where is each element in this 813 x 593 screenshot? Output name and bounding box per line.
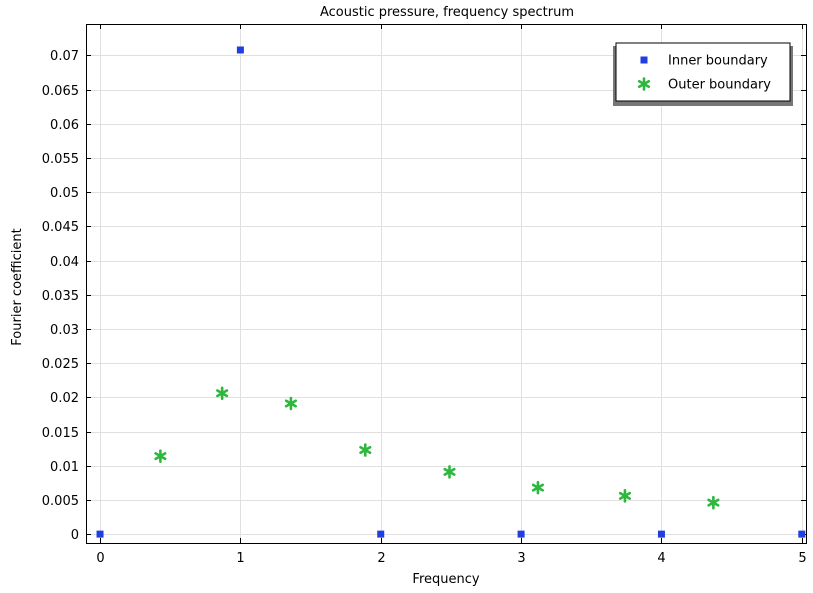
data-series <box>96 46 806 538</box>
y-tick-label: 0 <box>71 528 79 543</box>
y-tick-label: 0.02 <box>50 391 79 406</box>
chart-title: Acoustic pressure, frequency spectrum <box>320 5 574 20</box>
y-axis-tick-labels: 0 0.005 0.01 0.015 0.02 0.025 0.03 0.035 0.04 0.0… <box>42 49 79 543</box>
plot-area <box>86 24 807 544</box>
legend-label: Outer boundary <box>668 78 771 93</box>
x-tick-label: 3 <box>517 551 525 566</box>
legend-label: Inner boundary <box>668 54 768 69</box>
x-tick-label: 5 <box>798 551 806 566</box>
data-point <box>154 449 167 463</box>
y-axis-title: Fourier coefficient <box>10 228 25 345</box>
series-outer-boundary <box>154 386 720 510</box>
data-point <box>798 530 806 538</box>
y-tick-label: 0.07 <box>50 49 79 64</box>
series-inner-boundary <box>96 46 806 538</box>
data-point <box>216 386 229 401</box>
x-axis-title: Frequency <box>412 572 479 587</box>
data-point <box>284 396 297 411</box>
x-tick-label: 0 <box>96 551 104 566</box>
legend-box <box>615 42 791 102</box>
data-point <box>377 530 385 538</box>
y-tick-label: 0.05 <box>50 186 79 201</box>
data-point <box>657 530 665 538</box>
legend-marker <box>640 56 648 64</box>
y-tick-label: 0.03 <box>50 323 79 338</box>
y-tick-label: 0.045 <box>42 220 79 235</box>
data-point <box>707 495 720 510</box>
data-point <box>236 46 244 54</box>
y-tick-label: 0.025 <box>42 357 79 372</box>
y-tick-label: 0.005 <box>42 494 79 509</box>
data-point <box>618 489 632 503</box>
x-axis-tick-labels: 0 1 2 3 4 5 <box>96 551 806 566</box>
legend: Inner boundary Outer boundary <box>613 42 793 106</box>
y-tick-label: 0.035 <box>42 289 79 304</box>
data-point <box>517 530 525 538</box>
grid <box>86 24 806 543</box>
y-tick-label: 0.04 <box>50 255 79 270</box>
x-tick-label: 4 <box>657 551 665 566</box>
y-tick-label: 0.055 <box>42 152 79 167</box>
y-tick-label: 0.06 <box>50 118 79 133</box>
data-point <box>96 530 104 538</box>
data-point <box>443 465 456 479</box>
legend-marker <box>637 77 651 91</box>
legend-item: Inner boundary <box>640 54 768 69</box>
data-point <box>531 480 544 495</box>
x-tick-label: 2 <box>377 551 385 566</box>
y-tick-label: 0.01 <box>50 460 79 475</box>
x-tick-label: 1 <box>236 551 244 566</box>
legend-item: Outer boundary <box>637 77 771 93</box>
axis-ticks <box>86 24 806 543</box>
y-tick-label: 0.015 <box>42 426 79 441</box>
y-tick-label: 0.065 <box>42 84 79 99</box>
data-point <box>359 443 372 457</box>
